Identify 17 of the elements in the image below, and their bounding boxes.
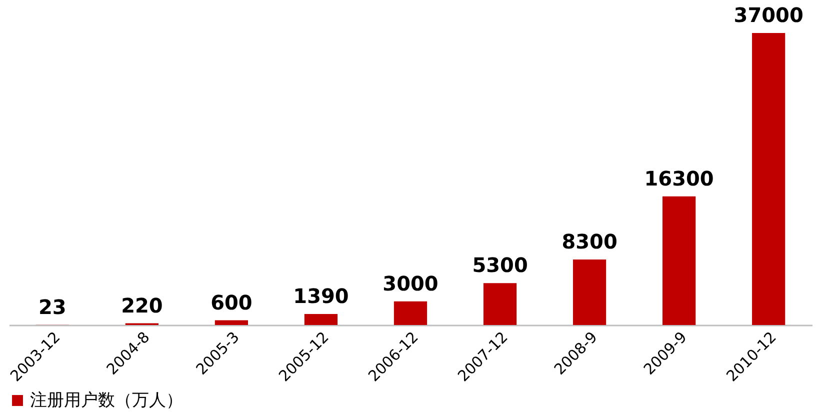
data-label: 37000: [734, 3, 804, 27]
bar: [214, 320, 248, 325]
data-label: 220: [121, 293, 163, 318]
bar: [572, 259, 606, 325]
bar: [752, 33, 786, 325]
data-label: 600: [210, 290, 252, 314]
data-label: 1390: [293, 284, 349, 308]
bar: [304, 314, 338, 325]
bar: [483, 283, 517, 325]
bar: [394, 301, 428, 325]
data-label: 16300: [644, 166, 714, 190]
bar: [662, 196, 696, 325]
data-label: 8300: [562, 229, 618, 254]
data-label: 5300: [472, 253, 528, 278]
legend-label: 注册用户数（万人）: [30, 390, 183, 410]
data-label: 3000: [382, 271, 438, 296]
data-label: 23: [38, 294, 66, 319]
